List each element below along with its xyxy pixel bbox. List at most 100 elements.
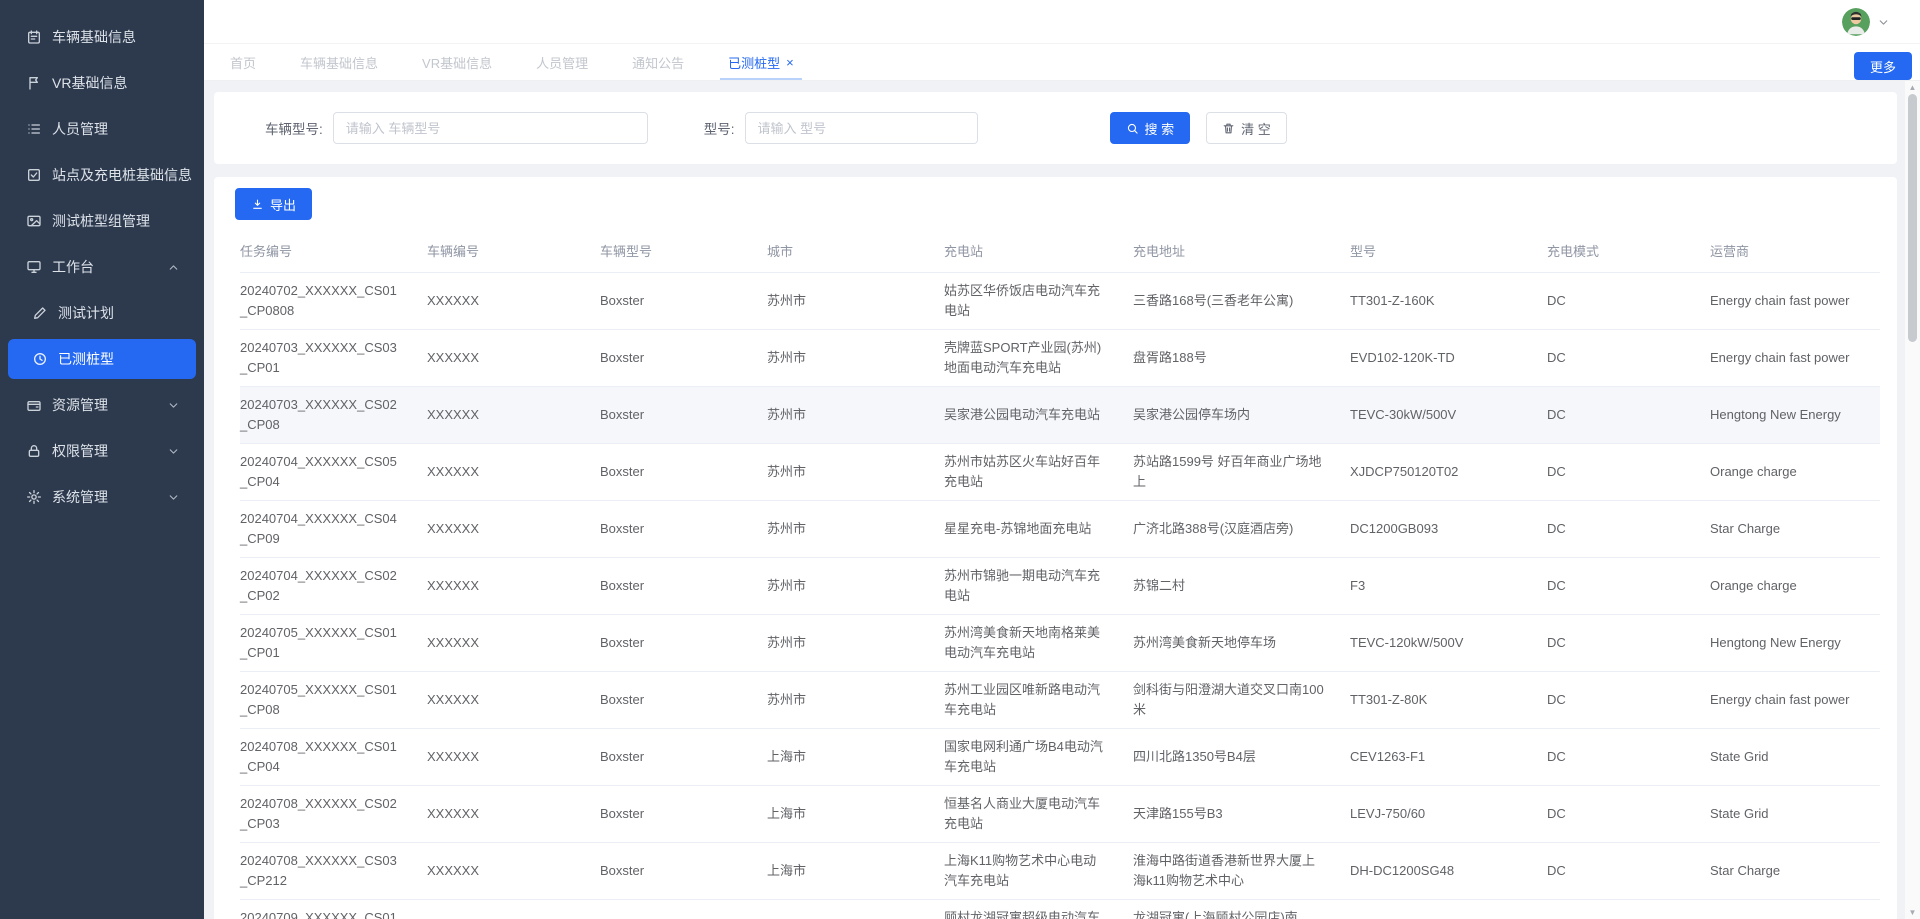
table-cell: LEVJ-750/60 <box>1350 806 1426 821</box>
table-cell: 苏州湾美食新天地南格莱美电动汽车充电站 <box>944 625 1101 660</box>
search-button[interactable]: 搜 索 <box>1109 112 1191 144</box>
column-header: 车辆型号 <box>600 234 767 273</box>
table-cell: Boxster <box>600 863 645 878</box>
table-cell: 苏州市 <box>767 692 807 707</box>
table-cell: XXXXXX <box>427 863 480 878</box>
vehicle-model-input[interactable] <box>332 112 648 144</box>
table-row[interactable]: 20240708_XXXXXX_CS03_CP212 XXXXXX Boxster 上… <box>240 843 1880 900</box>
table-cell: 20240709_XXXXXX_CS01_CP0 <box>240 910 397 919</box>
table-row[interactable]: 20240704_XXXXXX_CS04_CP09 XXXXXX Boxster 苏州… <box>240 501 1880 558</box>
tab-1[interactable]: 车辆基础信息 <box>300 44 378 80</box>
table-cell: 20240708_XXXXXX_CS02_CP03 <box>240 796 397 831</box>
table-cell: 苏锦二村 <box>1133 578 1186 593</box>
more-button[interactable]: 更多 <box>1854 52 1912 80</box>
column-header: 运营商 <box>1710 234 1880 273</box>
sidebar-item-test-pile-group-mgmt[interactable]: 测试桩型组管理 <box>0 201 204 241</box>
table-cell <box>1710 900 1880 919</box>
sidebar-item-vehicle-basic-info[interactable]: 车辆基础信息 <box>0 17 204 57</box>
sidebar-item-workbench[interactable]: 工作台 <box>0 247 204 287</box>
table-row[interactable]: 20240708_XXXXXX_CS02_CP03 XXXXXX Boxster 上海… <box>240 786 1880 843</box>
tab-4[interactable]: 通知公告 <box>632 44 684 80</box>
tab-3[interactable]: 人员管理 <box>536 44 588 80</box>
tab-2[interactable]: VR基础信息 <box>422 44 492 80</box>
scroll-down-arrow[interactable]: ▼ <box>1908 908 1917 917</box>
sidebar-item-system-mgmt[interactable]: 系统管理 <box>0 477 204 517</box>
table-cell: F3 <box>1350 578 1366 593</box>
table-cell: Energy chain fast power <box>1710 692 1850 707</box>
table-row[interactable]: 20240705_XXXXXX_CS01_CP01 XXXXXX Boxster 苏州… <box>240 615 1880 672</box>
user-menu[interactable] <box>1842 8 1890 36</box>
table-row[interactable]: 20240704_XXXXXX_CS02_CP02 XXXXXX Boxster 苏州… <box>240 558 1880 615</box>
table-cell: 20240703_XXXXXX_CS02_CP08 <box>240 397 397 432</box>
user-avatar[interactable] <box>1842 8 1870 36</box>
table-cell: XXXXXX <box>427 293 480 308</box>
table-cell: 20240708_XXXXXX_CS01_CP04 <box>240 739 397 774</box>
main-area: 首页 车辆基础信息 VR基础信息 人员管理 通知公告 已测桩型 × 更多 车辆型号: 型号:… <box>204 0 1920 919</box>
table-cell: Orange charge <box>1710 578 1797 593</box>
column-header: 任务编号 <box>240 234 427 273</box>
tab-close-icon[interactable]: × <box>786 54 794 70</box>
sidebar-item-test-plan[interactable]: 测试计划 <box>0 293 204 333</box>
search-icon <box>1127 123 1138 134</box>
table-cell: 三香路168号(三香老年公寓) <box>1133 293 1294 308</box>
tab-5[interactable]: 已测桩型 × <box>720 44 802 80</box>
table-cell: DC <box>1547 806 1566 821</box>
table-cell: 20240704_XXXXXX_CS02_CP02 <box>240 568 397 603</box>
table-cell: 淮海中路街道香港新世界大厦上海k11购物艺术中心 <box>1133 853 1316 888</box>
chevron-down-icon <box>169 494 178 500</box>
table-row[interactable]: 20240703_XXXXXX_CS03_CP01 XXXXXX Boxster 苏州… <box>240 330 1880 387</box>
table-cell: Boxster <box>600 692 645 707</box>
export-button[interactable]: 导出 <box>235 188 313 220</box>
sidebar-item-permission-mgmt[interactable]: 权限管理 <box>0 431 204 471</box>
table-cell: Boxster <box>600 635 645 650</box>
model-input[interactable] <box>744 112 978 144</box>
table-cell: 20240704_XXXXXX_CS04_CP09 <box>240 511 397 546</box>
flag-icon <box>29 77 38 90</box>
sidebar-item-personnel-mgmt[interactable]: 人员管理 <box>0 109 204 149</box>
table-cell: 剑科街与阳澄湖大道交叉口南100米 <box>1133 682 1324 717</box>
table-cell: CEV1263-F1 <box>1350 749 1426 764</box>
table-row[interactable]: 20240703_XXXXXX_CS02_CP08 XXXXXX Boxster 苏州… <box>240 387 1880 444</box>
table-cell: Boxster <box>600 350 645 365</box>
table-cell: State Grid <box>1710 806 1769 821</box>
table-row[interactable]: 20240709_XXXXXX_CS01_CP0 顾村龙湖冠寓超级电动汽车 龙湖冠寓… <box>240 900 1880 919</box>
table-cell: 20240705_XXXXXX_CS01_CP01 <box>240 625 397 660</box>
scrollbar-thumb[interactable] <box>1908 94 1917 342</box>
sidebar-item-vr-basic-info[interactable]: VR基础信息 <box>0 63 204 103</box>
table-cell: 壳牌蓝SPORT产业园(苏州)地面电动汽车充电站 <box>944 340 1102 375</box>
table-cell: State Grid <box>1710 749 1769 764</box>
table-cell: 天津路155号B3 <box>1133 806 1223 821</box>
table-cell: XJDCP750120T02 <box>1350 464 1459 479</box>
table-row[interactable]: 20240705_XXXXXX_CS01_CP08 XXXXXX Boxster 苏州… <box>240 672 1880 729</box>
table-row[interactable]: 20240708_XXXXXX_CS01_CP04 XXXXXX Boxster 上海… <box>240 729 1880 786</box>
table-cell: 20240708_XXXXXX_CS03_CP212 <box>240 853 397 888</box>
table-cell: DH-DC1200SG48 <box>1350 863 1455 878</box>
sidebar-item-tested-pile-type[interactable]: 已测桩型 <box>8 339 196 379</box>
table-cell: Boxster <box>600 521 645 536</box>
table-cell: DC <box>1547 578 1566 593</box>
search-actions: 搜 索 清 空 <box>1109 112 1287 144</box>
table-cell: 上海K11购物艺术中心电动汽车充电站 <box>944 853 1097 888</box>
chevron-up-icon <box>169 264 178 270</box>
table-row[interactable]: 20240702_XXXXXX_CS01_CP0808 XXXXXX Boxster… <box>240 273 1880 330</box>
scroll-up-arrow[interactable]: ▲ <box>1908 83 1917 92</box>
column-header: 充电模式 <box>1547 234 1710 273</box>
table-cell: DC <box>1547 464 1566 479</box>
sidebar-item-station-pile-info[interactable]: 站点及充电桩基础信息 <box>0 155 204 195</box>
tab-label: 首页 <box>230 55 257 71</box>
tab-label: 车辆基础信息 <box>300 55 379 71</box>
table-cell: XXXXXX <box>427 635 480 650</box>
table-cell: 姑苏区华侨饭店电动汽车充电站 <box>944 283 1101 318</box>
page-scrollbar[interactable]: ▲ ▼ <box>1905 81 1920 919</box>
table-cell: XXXXXX <box>427 692 480 707</box>
sidebar-item-label: 系统管理 <box>52 489 108 505</box>
clear-button[interactable]: 清 空 <box>1206 112 1287 144</box>
table-cell: 上海市 <box>767 806 807 821</box>
tab-0[interactable]: 首页 <box>230 44 256 80</box>
sidebar-item-label: 工作台 <box>52 259 94 275</box>
table-cell: DC <box>1547 407 1566 422</box>
table-cell: 苏州市 <box>767 293 807 308</box>
sidebar-item-resource-mgmt[interactable]: 资源管理 <box>0 385 204 425</box>
table-row[interactable]: 20240704_XXXXXX_CS05_CP04 XXXXXX Boxster 苏州… <box>240 444 1880 501</box>
table-panel: 导出 任务编号 车辆编号 车辆型号 城市 充电站 充电地址 型号 充电模式 运营商 202407… <box>214 177 1897 919</box>
